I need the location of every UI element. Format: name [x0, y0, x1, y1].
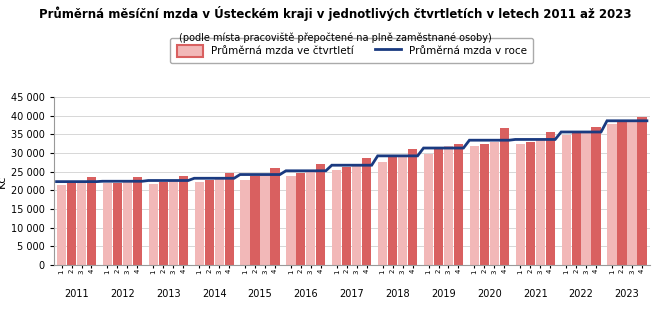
- Bar: [500, 128, 509, 265]
- Bar: [271, 168, 279, 265]
- Bar: [388, 157, 397, 265]
- Text: 2022: 2022: [569, 289, 594, 299]
- Text: 2011: 2011: [64, 289, 89, 299]
- Bar: [306, 171, 316, 265]
- Legend: Průměrná mzda ve čtvrtletí, Průměrná mzda v roce: Průměrná mzda ve čtvrtletí, Průměrná mzd…: [170, 38, 533, 63]
- Bar: [490, 142, 499, 265]
- Bar: [526, 142, 535, 265]
- Bar: [535, 140, 545, 265]
- Bar: [87, 177, 96, 265]
- Bar: [113, 183, 122, 265]
- Bar: [378, 162, 387, 265]
- Bar: [214, 179, 224, 265]
- Bar: [617, 122, 626, 265]
- Bar: [592, 127, 600, 265]
- Bar: [224, 173, 234, 265]
- Bar: [204, 180, 214, 265]
- Bar: [169, 180, 178, 265]
- Bar: [362, 159, 371, 265]
- Bar: [342, 167, 351, 265]
- Bar: [352, 165, 361, 265]
- Bar: [149, 184, 158, 265]
- Bar: [194, 182, 204, 265]
- Bar: [123, 181, 132, 265]
- Text: 2020: 2020: [477, 289, 502, 299]
- Bar: [296, 173, 306, 265]
- Bar: [67, 183, 76, 265]
- Bar: [398, 155, 407, 265]
- Bar: [561, 135, 571, 265]
- Y-axis label: Kč: Kč: [0, 174, 7, 188]
- Bar: [545, 132, 555, 265]
- Text: 2014: 2014: [202, 289, 226, 299]
- Bar: [261, 174, 269, 265]
- Bar: [516, 144, 525, 265]
- Bar: [434, 149, 443, 265]
- Text: 2017: 2017: [340, 289, 364, 299]
- Text: 2018: 2018: [385, 289, 410, 299]
- Bar: [286, 176, 295, 265]
- Bar: [408, 149, 417, 265]
- Bar: [332, 171, 342, 265]
- Bar: [241, 180, 250, 265]
- Text: 2023: 2023: [614, 289, 639, 299]
- Bar: [77, 182, 86, 265]
- Bar: [57, 185, 66, 265]
- Bar: [470, 146, 479, 265]
- Text: 2019: 2019: [431, 289, 456, 299]
- Bar: [159, 182, 168, 265]
- Bar: [608, 124, 616, 265]
- Text: Průměrná měsíční mzda v Ústeckém kraji v jednotlivých čtvrtletích v letech 2011 : Průměrná měsíční mzda v Ústeckém kraji v…: [39, 6, 631, 21]
- Bar: [103, 183, 112, 265]
- Bar: [444, 146, 453, 265]
- Bar: [316, 164, 326, 265]
- Bar: [480, 144, 489, 265]
- Bar: [582, 133, 591, 265]
- Bar: [572, 133, 581, 265]
- Text: (podle místa pracoviště přepočtené na plně zaměstnané osoby): (podle místa pracoviště přepočtené na pl…: [179, 32, 491, 43]
- Bar: [454, 143, 463, 265]
- Text: 2021: 2021: [523, 289, 547, 299]
- Text: 2012: 2012: [110, 289, 135, 299]
- Bar: [637, 117, 647, 265]
- Text: 2016: 2016: [293, 289, 318, 299]
- Bar: [424, 154, 433, 265]
- Text: 2013: 2013: [156, 289, 181, 299]
- Bar: [251, 176, 259, 265]
- Bar: [627, 120, 636, 265]
- Bar: [133, 177, 142, 265]
- Bar: [179, 176, 188, 265]
- Text: 2015: 2015: [248, 289, 273, 299]
